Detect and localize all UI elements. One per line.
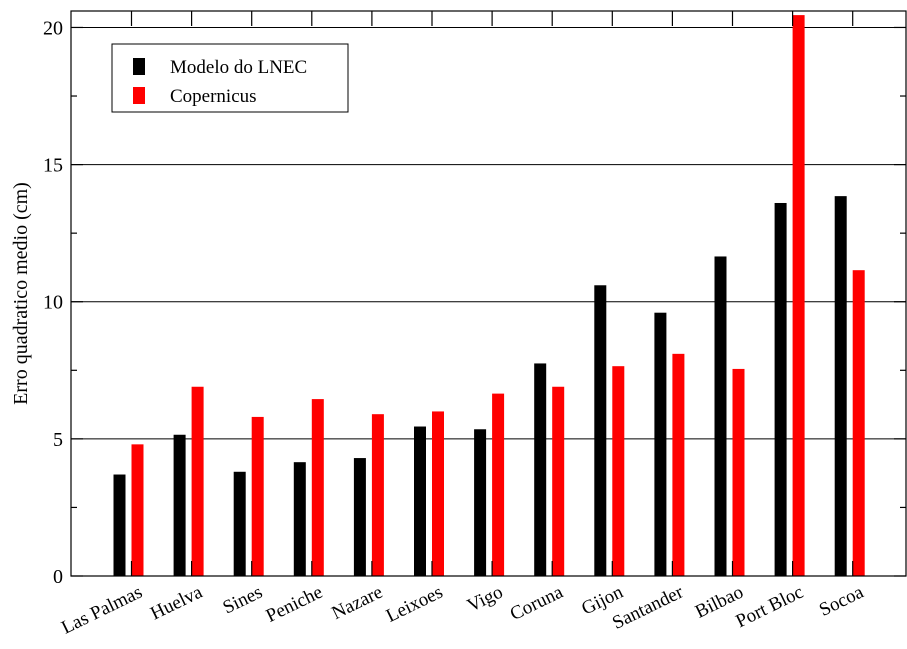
bar-copernicus <box>131 444 144 576</box>
bar-modelo <box>293 462 306 576</box>
y-tick-label: 10 <box>43 292 63 314</box>
bar-copernicus <box>852 270 865 576</box>
x-tick-label: Las Palmas <box>58 582 145 639</box>
bar-modelo <box>594 285 607 576</box>
x-tick-label: Leixoes <box>383 582 446 627</box>
legend-label: Modelo do LNEC <box>170 57 307 78</box>
bar-modelo <box>474 429 487 576</box>
bar-modelo <box>173 434 186 576</box>
legend-swatch <box>133 58 145 75</box>
bar-modelo <box>534 363 547 576</box>
bar-copernicus <box>191 386 204 576</box>
bar-copernicus <box>552 386 565 576</box>
legend: Modelo do LNEC Copernicus <box>111 43 349 113</box>
bar-copernicus <box>792 15 805 577</box>
grid-lines <box>71 26 906 440</box>
x-tick-label: Socoa <box>816 581 867 620</box>
bar-copernicus <box>311 399 324 576</box>
x-tick-label: Peniche <box>263 582 326 627</box>
x-tick-label: Port Bloc <box>733 582 807 633</box>
legend-swatch <box>133 87 145 104</box>
axis-ticks: 0 5 10 15 20 <box>43 11 906 588</box>
bar-copernicus <box>251 416 264 576</box>
bar-modelo <box>834 196 847 577</box>
legend-label: Copernicus <box>170 86 257 107</box>
y-tick-label: 0 <box>53 566 63 588</box>
bar-modelo <box>774 202 787 576</box>
bars <box>113 15 865 577</box>
bar-modelo <box>714 256 727 576</box>
bar-modelo <box>654 312 667 576</box>
bar-modelo <box>233 471 246 576</box>
x-tick-label: Vigo <box>464 582 506 617</box>
bar-modelo <box>113 474 126 576</box>
y-tick-label: 15 <box>43 155 63 177</box>
bar-copernicus <box>732 368 745 576</box>
bar-copernicus <box>612 366 625 576</box>
plot-frame <box>70 10 907 577</box>
bar-copernicus <box>371 414 384 576</box>
y-tick-label: 20 <box>43 17 63 39</box>
bar-copernicus <box>432 411 444 576</box>
x-tick-label: Sines <box>220 582 266 619</box>
x-tick-label: Huelva <box>147 581 206 624</box>
x-tick-label: Nazare <box>329 582 387 624</box>
bar-modelo <box>353 458 366 576</box>
bar-copernicus <box>492 393 505 576</box>
y-axis-title: Erro quadratico medio (cm) <box>10 182 32 405</box>
legend-box <box>111 43 349 113</box>
bar-copernicus <box>672 353 685 576</box>
y-tick-label: 5 <box>53 429 63 451</box>
bar-modelo <box>414 426 426 576</box>
x-tick-label: Coruna <box>507 581 567 625</box>
